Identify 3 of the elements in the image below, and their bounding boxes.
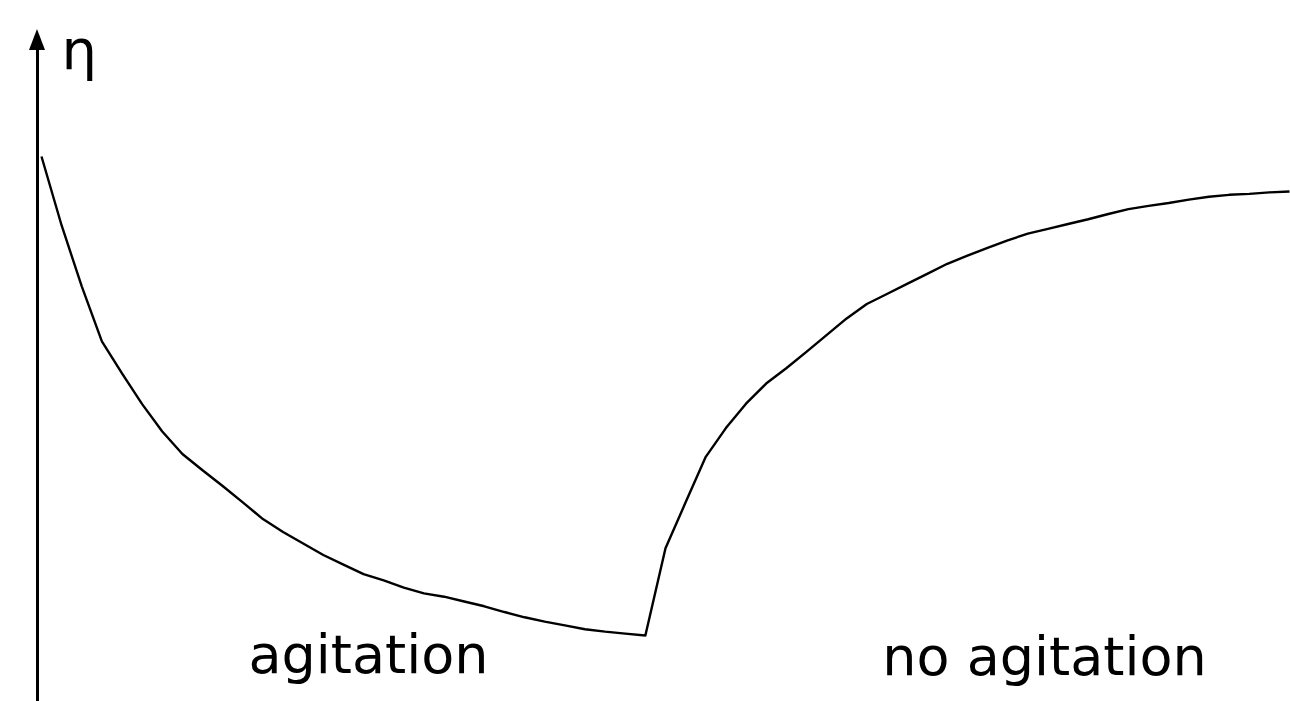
annotation: no agitation [882,625,1207,689]
annotation: agitation [248,623,489,687]
y-axis-title: η [61,16,97,82]
